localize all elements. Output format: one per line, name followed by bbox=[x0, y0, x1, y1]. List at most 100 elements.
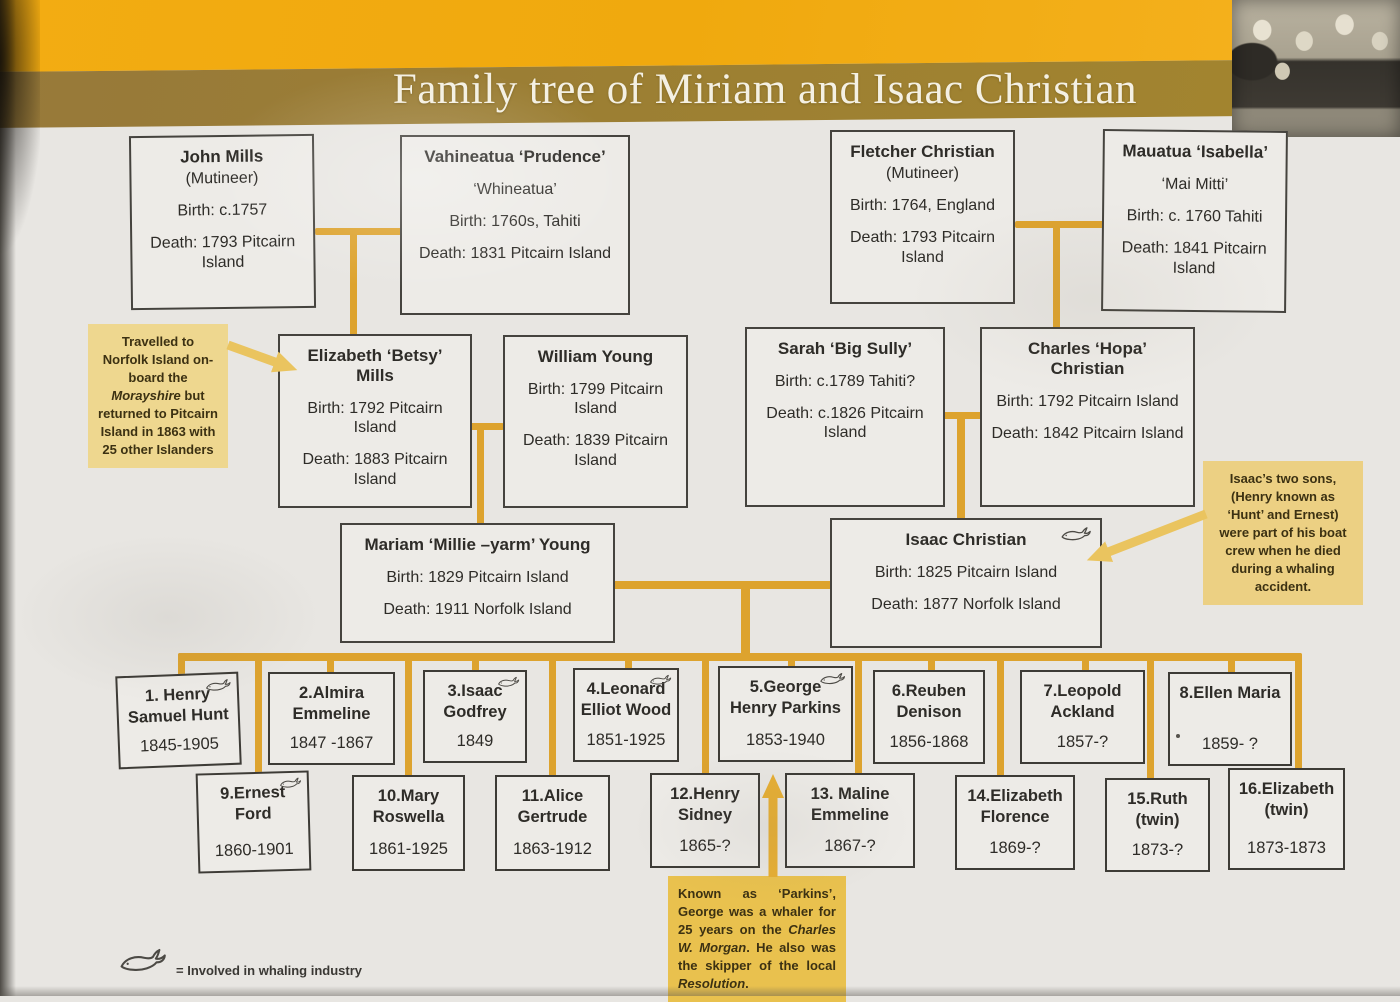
photo-edge-shadow bbox=[0, 0, 16, 996]
child-name: 11.Alice Gertrude bbox=[517, 787, 588, 826]
connector-line bbox=[625, 653, 632, 671]
note-text: . He also was the skipper of the local bbox=[678, 939, 836, 973]
child-name: 10.Mary Roswella bbox=[372, 787, 445, 826]
child-name: 5.George Henry Parkins bbox=[730, 678, 841, 717]
connector-line bbox=[1228, 653, 1235, 675]
child-name: 7.Leopold Ackland bbox=[1043, 682, 1122, 721]
connector-bus bbox=[178, 653, 1302, 661]
child-name: 14.Elizabeth Florence bbox=[967, 787, 1063, 826]
connector-line bbox=[788, 653, 795, 669]
person-name: Mauatua ‘Isabella’ bbox=[1122, 141, 1269, 162]
person-box-fletcher-christian: Fletcher Christian (Mutineer) Birth: 176… bbox=[830, 130, 1015, 304]
person-subtitle: (Mutineer) bbox=[886, 165, 959, 183]
child-box-12-henry-sidney: 12.Henry Sidney 1865-? bbox=[650, 773, 760, 868]
person-box-william-young: William Young Birth: 1799 Pitcairn Islan… bbox=[503, 335, 688, 508]
person-name: Fletcher Christian bbox=[850, 142, 995, 161]
person-box-vahineatua: Vahineatua ‘Prudence’ ‘Whineatua’ Birth:… bbox=[400, 135, 630, 315]
ship-name: Morayshire bbox=[111, 387, 181, 403]
person-death: Death: 1842 Pitcairn Island bbox=[991, 425, 1184, 443]
whale-icon bbox=[279, 777, 302, 792]
child-years: 1861-1925 bbox=[369, 840, 448, 858]
child-name: 3.Isaac Godfrey bbox=[443, 682, 507, 721]
person-birth: Birth: c.1757 bbox=[177, 201, 268, 220]
historical-group-photo bbox=[1232, 0, 1400, 137]
child-box-14-elizabeth-florence: 14.Elizabeth Florence 1869-? bbox=[955, 775, 1075, 870]
note-isaac-sons: Isaac’s two sons, (Henry known as ‘Hunt’… bbox=[1203, 461, 1363, 605]
ship-name: Resolution bbox=[678, 975, 746, 991]
person-death: Death: 1841 Pitcairn Island bbox=[1121, 239, 1267, 277]
child-box-6-reuben-denison: 6.Reuben Denison 1856-1868 bbox=[873, 670, 985, 764]
child-years: 1845-1905 bbox=[139, 734, 220, 756]
child-box-1-henry-samuel-hunt: 1. Henry Samuel Hunt 1845-1905 bbox=[115, 671, 242, 770]
note-text: Travelled to Norfolk Island on-board the bbox=[102, 334, 214, 385]
person-birth: Birth: c.1789 Tahiti? bbox=[774, 373, 916, 391]
child-box-8-ellen-maria: 8.Ellen Maria 1859- ? bbox=[1168, 672, 1292, 766]
child-box-10-mary-roswella: 10.Mary Roswella 1861-1925 bbox=[352, 775, 465, 871]
person-box-isaac-christian: Isaac Christian Birth: 1825 Pitcairn Isl… bbox=[830, 518, 1102, 648]
person-birth: Birth: 1792 Pitcairn Island bbox=[307, 400, 443, 437]
person-death: Death: 1831 Pitcairn Island bbox=[418, 245, 612, 263]
person-name: John Mills bbox=[180, 146, 264, 167]
connector-line bbox=[957, 412, 965, 520]
person-death: Death: 1839 Pitcairn Island bbox=[523, 432, 668, 469]
person-birth: Birth: 1829 Pitcairn Island bbox=[386, 569, 569, 587]
connector-line bbox=[477, 423, 484, 525]
child-box-9-ernest-ford: 9.Ernest Ford 1860-1901 bbox=[195, 770, 312, 874]
child-years: 1856-1868 bbox=[889, 733, 969, 751]
person-birth: Birth: 1825 Pitcairn Island bbox=[874, 564, 1058, 582]
child-name: 6.Reuben Denison bbox=[891, 682, 967, 721]
child-box-4-leonard-elliot-wood: 4.Leonard Elliot Wood 1851-1925 bbox=[573, 668, 679, 762]
child-years: 1857-? bbox=[1056, 733, 1109, 751]
note-parkins: Known as ‘Parkins’, George was a whaler … bbox=[668, 876, 846, 1002]
child-name: 13. Maline Emmeline bbox=[810, 785, 890, 824]
child-name: 2.Almira Emmeline bbox=[292, 684, 371, 723]
child-box-2-almira-emmeline: 2.Almira Emmeline 1847 -1867 bbox=[268, 672, 395, 765]
whale-icon bbox=[649, 674, 672, 688]
connector-line bbox=[741, 581, 750, 659]
connector-line bbox=[1295, 653, 1302, 771]
person-box-elizabeth-mills: Elizabeth ‘Betsy’ Mills Birth: 1792 Pitc… bbox=[278, 334, 472, 508]
connector-line bbox=[855, 653, 862, 776]
person-box-sarah: Sarah ‘Big Sully’ Birth: c.1789 Tahiti? … bbox=[745, 327, 945, 507]
person-name: Sarah ‘Big Sully’ bbox=[777, 339, 913, 358]
person-subtitle: ‘Whineatua’ bbox=[473, 181, 557, 199]
whale-legend-label: = Involved in whaling industry bbox=[176, 963, 362, 978]
child-name: 16.Elizabeth (twin) bbox=[1238, 780, 1335, 819]
person-name: Isaac Christian bbox=[905, 530, 1027, 549]
connector-line bbox=[178, 653, 185, 678]
person-birth: Birth: c. 1760 Tahiti bbox=[1126, 207, 1263, 226]
connector-line bbox=[472, 653, 479, 673]
whale-icon bbox=[497, 676, 520, 690]
connector-line bbox=[350, 228, 357, 336]
note-norfolk-island: Travelled to Norfolk Island on-board the… bbox=[88, 324, 228, 468]
person-death: Death: 1877 Norfolk Island bbox=[871, 596, 1061, 614]
person-death: Death: 1911 Norfolk Island bbox=[383, 601, 572, 619]
connector-line bbox=[1147, 653, 1154, 781]
person-box-mariam-young: Mariam ‘Millie –yarm’ Young Birth: 1829 … bbox=[340, 523, 615, 643]
person-birth: Birth: 1764, England bbox=[850, 197, 995, 215]
connector-line bbox=[315, 228, 403, 235]
child-name: 4.Leonard Elliot Wood bbox=[580, 680, 672, 719]
child-years: 1867-? bbox=[824, 837, 876, 855]
person-name: Elizabeth ‘Betsy’ Mills bbox=[307, 346, 443, 386]
person-name: Vahineatua ‘Prudence’ bbox=[424, 147, 606, 166]
child-years: 1853-1940 bbox=[746, 731, 825, 749]
person-name: Charles ‘Hopa’ Christian bbox=[1027, 339, 1148, 379]
connector-line bbox=[928, 653, 935, 673]
child-box-3-isaac-godfrey: 3.Isaac Godfrey 1849 bbox=[423, 670, 527, 763]
person-birth: Birth: 1760s, Tahiti bbox=[449, 213, 581, 231]
child-name: 8.Ellen Maria bbox=[1179, 684, 1281, 702]
page-title: Family tree of Miriam and Isaac Christia… bbox=[392, 65, 1138, 113]
connector-line bbox=[1053, 221, 1060, 329]
child-box-5-george-henry-parkins: 5.George Henry Parkins 1853-1940 bbox=[718, 666, 853, 762]
person-birth: Birth: 1792 Pitcairn Island bbox=[996, 393, 1179, 411]
person-subtitle: ‘Mai Mitti’ bbox=[1161, 175, 1229, 194]
whale-legend-icon bbox=[117, 947, 169, 980]
connector-line bbox=[255, 653, 262, 775]
child-box-7-leopold-ackland: 7.Leopold Ackland 1857-? bbox=[1020, 670, 1145, 764]
child-years: 1851-1925 bbox=[586, 731, 666, 749]
connector-line bbox=[702, 653, 709, 776]
note-text: but returned to Pitcairn Island in 1863 … bbox=[98, 387, 218, 457]
connector-line bbox=[1015, 221, 1105, 228]
